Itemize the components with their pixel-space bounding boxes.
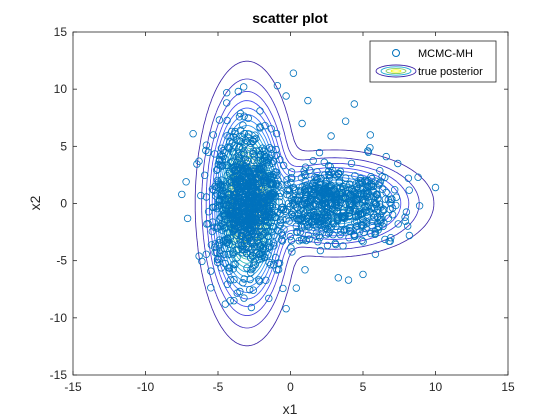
x-tick-label: -15: [64, 380, 82, 394]
x-tick-label: -10: [137, 380, 155, 394]
x-tick-label: 5: [360, 380, 367, 394]
x-tick-label: 10: [429, 380, 443, 394]
x-axis-label: x1: [283, 401, 298, 417]
legend: MCMC-MH true posterior: [370, 41, 496, 82]
y-tick-label: 10: [54, 82, 68, 96]
x-tick-label: 0: [287, 380, 294, 394]
x-tick-label: 15: [501, 380, 515, 394]
y-tick-label: 5: [60, 139, 67, 153]
y-tick-label: -15: [50, 368, 68, 382]
y-tick-label: 15: [54, 25, 68, 39]
y-tick-label: -5: [56, 254, 67, 268]
legend-label-posterior: true posterior: [418, 66, 483, 78]
chart-title: scatter plot: [252, 10, 328, 26]
y-axis-label: x2: [27, 195, 43, 210]
y-tick-label: 0: [60, 197, 67, 211]
legend-label-mcmc: MCMC-MH: [418, 48, 473, 60]
x-tick-label: -5: [213, 380, 224, 394]
y-tick-label: -10: [50, 311, 68, 325]
